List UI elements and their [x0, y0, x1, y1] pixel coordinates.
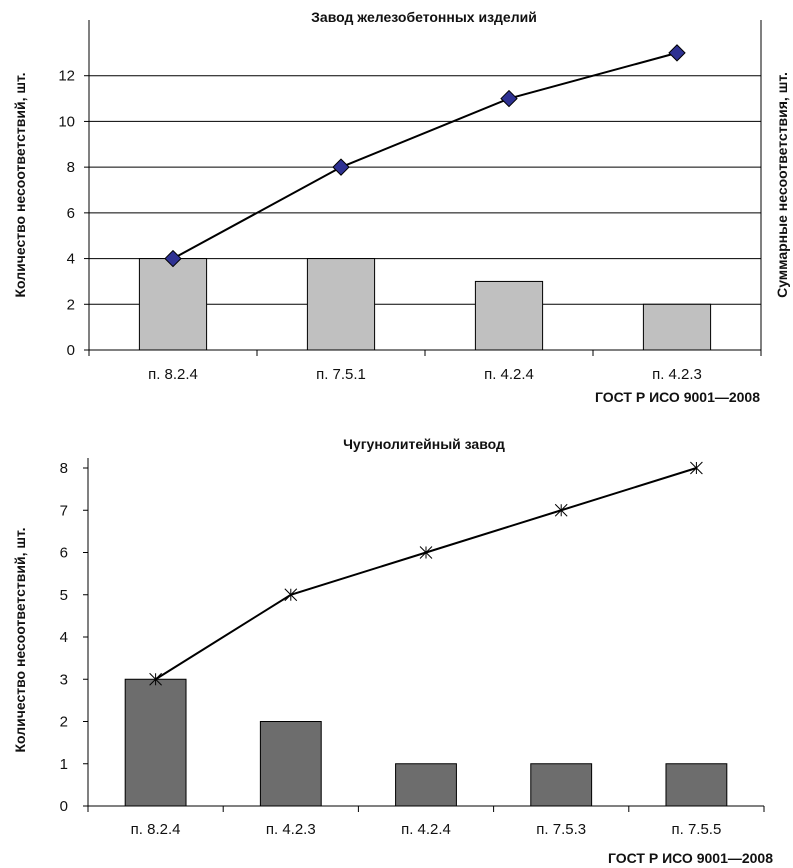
cumulative-line: [172, 51, 678, 260]
category-label: п. 4.2.3: [266, 821, 316, 838]
cumulative-line: [155, 467, 697, 681]
line-point-marker: [554, 503, 568, 517]
chart2-cumulative-line: [149, 461, 703, 686]
bar: [665, 763, 728, 807]
chart2-x-label: ГОСТ Р ИСО 9001—2008: [608, 850, 773, 866]
y-tick-label: 12: [58, 68, 75, 85]
chart1-bars: [138, 258, 712, 351]
y-tick-label: 2: [67, 296, 75, 313]
chart1-axes: [88, 20, 762, 356]
line-point-marker: [419, 546, 433, 559]
y-tick-label: 1: [60, 756, 68, 773]
line-point-marker: [332, 158, 350, 176]
chart2-y-label: Количество несоответствий, шт.: [12, 527, 28, 752]
y-tick-label: 6: [67, 205, 75, 222]
category-label: п. 4.2.3: [652, 366, 702, 383]
category-label: п. 7.5.1: [316, 366, 366, 383]
y-tick-label: 0: [67, 342, 75, 359]
chart1-cumulative-line: [164, 44, 686, 268]
chart1-categories: п. 8.2.4 п. 7.5.1 п. 4.2.4 п. 4.2.3: [148, 366, 702, 383]
bar: [138, 258, 208, 351]
chart2-axes: [87, 458, 765, 812]
line-point-marker: [149, 672, 162, 686]
bar: [124, 678, 187, 807]
y-tick-label: 8: [60, 460, 68, 477]
bar: [395, 763, 457, 807]
line-point-marker: [164, 249, 182, 268]
category-label: п. 8.2.4: [131, 821, 181, 838]
bar: [474, 280, 544, 351]
bar: [530, 763, 593, 807]
line-point-marker: [668, 44, 686, 62]
chart-cast-iron-foundry: Чугунолитейный завод Количество несоотве…: [12, 436, 773, 866]
chart1-y-right-label: Суммарные несоответствия, шт.: [774, 72, 790, 298]
category-label: п. 4.2.4: [484, 366, 534, 383]
y-tick-label: 7: [60, 502, 68, 519]
chart2-y-ticks: 0 1 2 3 4 5 6 7 8: [60, 460, 88, 815]
chart1-y-ticks: 0 2 4 6 8 10 12: [58, 68, 89, 359]
y-tick-label: 8: [67, 159, 75, 176]
line-point-marker: [284, 588, 298, 602]
bar: [259, 721, 322, 807]
category-label: п. 7.5.5: [671, 821, 721, 838]
y-tick-label: 4: [67, 251, 75, 268]
y-tick-label: 6: [60, 545, 68, 562]
line-point-marker: [690, 461, 703, 475]
chart-reinforced-concrete: Завод железобетонных изделий Количество …: [12, 9, 790, 405]
chart2-categories: п. 8.2.4 п. 4.2.3 п. 4.2.4 п. 7.5.3 п. 7.5.5: [131, 821, 722, 838]
y-tick-label: 4: [60, 629, 68, 646]
category-label: п. 8.2.4: [148, 366, 198, 383]
y-tick-label: 0: [60, 798, 68, 815]
line-point-marker: [500, 89, 518, 108]
chart1-y-label: Количество несоответствий, шт.: [12, 72, 28, 297]
y-tick-label: 2: [60, 714, 68, 731]
bar: [642, 303, 712, 351]
chart1-title: Завод железобетонных изделий: [311, 9, 537, 25]
y-tick-label: 5: [60, 587, 68, 604]
category-label: п. 4.2.4: [401, 821, 451, 838]
chart2-title: Чугунолитейный завод: [343, 436, 505, 452]
y-tick-label: 10: [58, 113, 75, 130]
category-label: п. 7.5.3: [536, 821, 586, 838]
bar: [306, 258, 376, 351]
chart2-bars: [124, 678, 728, 807]
y-tick-label: 3: [60, 671, 68, 688]
chart1-x-label: ГОСТ Р ИСО 9001—2008: [595, 389, 760, 405]
